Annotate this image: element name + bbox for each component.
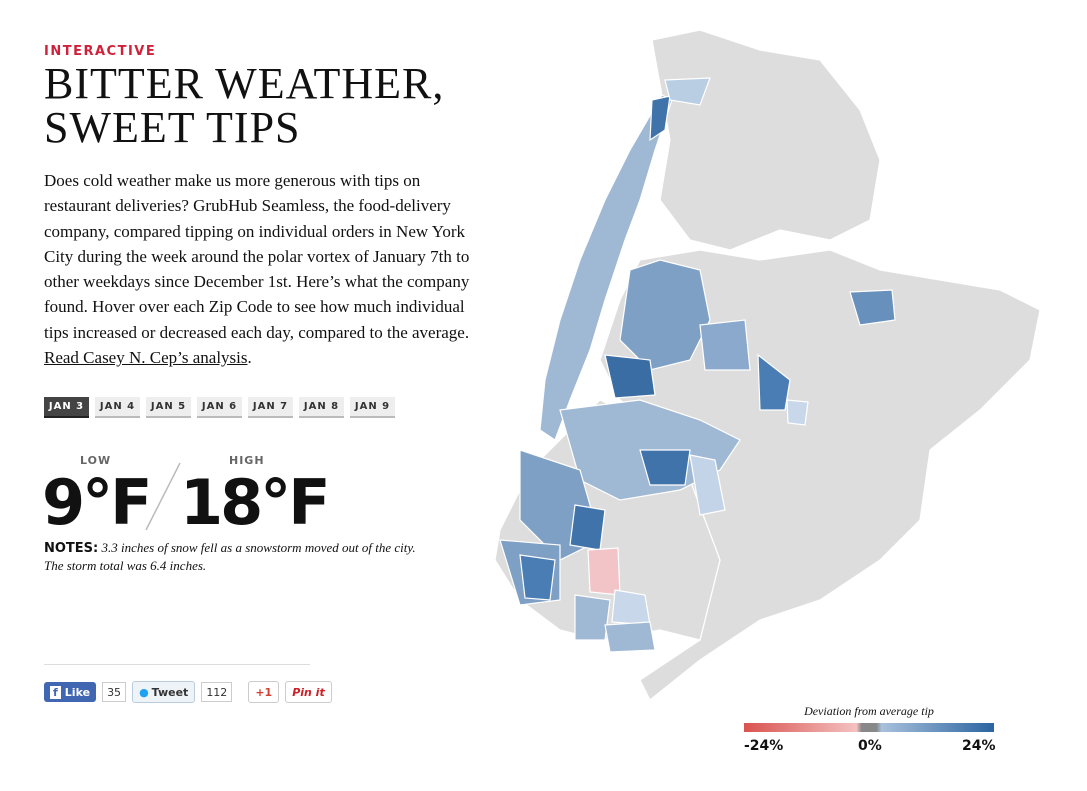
date-tab[interactable]: JAN 3: [44, 397, 89, 418]
title-line: BITTER WEATHER,: [44, 59, 445, 108]
map: [494, 29, 1041, 701]
tweet-count: 112: [201, 682, 233, 702]
pin-button[interactable]: Pin it: [285, 681, 332, 703]
high-label: HIGH: [229, 454, 265, 467]
notes-label: NOTES:: [44, 541, 99, 556]
analysis-link[interactable]: Read Casey N. Cep’s analysis: [44, 348, 248, 368]
legend-label: 0%: [858, 738, 882, 754]
notes-text: 3.3 inches of snow fell as a snowstorm m…: [44, 540, 416, 573]
legend-label: -24%: [744, 738, 784, 754]
title: BITTER WEATHER, SWEET TIPS: [44, 62, 444, 150]
legend-label: 24%: [962, 738, 996, 754]
date-tabs: JAN 3 JAN 4 JAN 5 JAN 6 JAN 7 JAN 8 JAN 9: [44, 397, 395, 418]
date-tab[interactable]: JAN 5: [146, 397, 191, 418]
gplus-text: +1: [255, 685, 273, 699]
high-temp: 18°F: [180, 466, 331, 539]
intro: Does cold weather make us more generous …: [44, 168, 484, 370]
notes: NOTES: 3.3 inches of snow fell as a snow…: [44, 539, 424, 575]
legend-title: Deviation from average tip: [804, 704, 934, 718]
tweet-button[interactable]: ● Tweet: [132, 681, 196, 703]
social-bar: f Like 35 ● Tweet 112 +1 Pin it: [44, 681, 332, 703]
tweet-text: Tweet: [151, 685, 189, 699]
like-button[interactable]: f Like: [44, 682, 97, 702]
legend-bar: [744, 723, 994, 732]
slash: [145, 462, 181, 531]
pin-text: Pin it: [292, 685, 325, 699]
date-tab[interactable]: JAN 9: [350, 397, 395, 418]
intro-text: Does cold weather make us more generous …: [44, 171, 470, 342]
date-tab[interactable]: JAN 4: [95, 397, 140, 418]
map-regions: [494, 29, 1041, 701]
kicker: INTERACTIVE: [44, 44, 157, 59]
intro-end: .: [247, 348, 252, 368]
like-text: Like: [64, 685, 91, 699]
gplus-button[interactable]: +1: [248, 681, 280, 703]
divider: [44, 664, 310, 665]
title-line: SWEET TIPS: [44, 103, 301, 152]
date-tab[interactable]: JAN 6: [197, 397, 242, 418]
low-temp: 9°F: [42, 466, 152, 539]
date-tab[interactable]: JAN 7: [248, 397, 293, 418]
date-tab[interactable]: JAN 8: [299, 397, 344, 418]
like-count: 35: [102, 682, 127, 702]
low-label: LOW: [80, 454, 112, 467]
